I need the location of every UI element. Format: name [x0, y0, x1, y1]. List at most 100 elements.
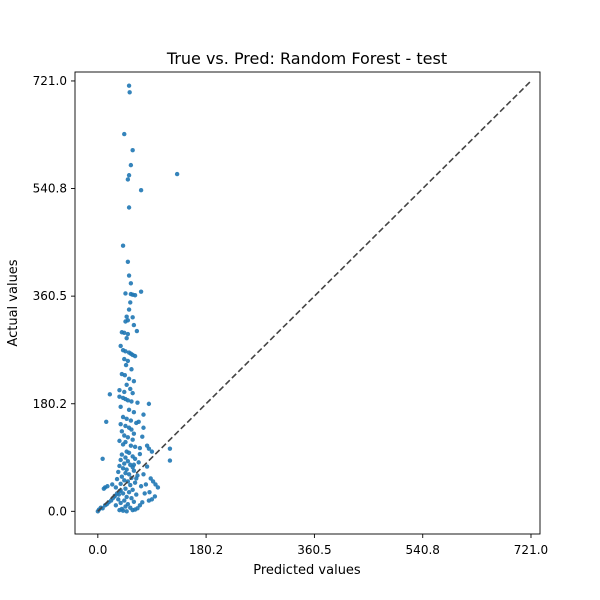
data-point — [125, 398, 131, 403]
data-point — [124, 509, 129, 514]
data-point — [131, 462, 137, 467]
data-point — [138, 289, 144, 294]
data-point — [130, 315, 135, 320]
data-point — [119, 452, 125, 457]
data-point — [122, 461, 127, 466]
data-point — [132, 353, 138, 359]
data-point — [140, 500, 145, 505]
data-point — [123, 423, 128, 429]
data-point — [138, 187, 144, 193]
data-point — [152, 494, 158, 499]
y-tick-label: 360.5 — [33, 289, 67, 303]
data-point — [146, 498, 152, 503]
data-point — [123, 319, 128, 324]
data-point — [141, 472, 146, 477]
data-point — [144, 464, 150, 469]
data-point — [116, 469, 121, 475]
data-point — [118, 404, 123, 410]
data-point — [155, 485, 161, 490]
data-point — [137, 451, 143, 457]
data-point — [131, 378, 137, 384]
data-point — [143, 482, 149, 487]
data-point — [132, 293, 138, 298]
x-tick-label: 0.0 — [88, 543, 107, 557]
data-point — [122, 330, 127, 336]
data-point — [132, 456, 138, 461]
y-tick-label: 180.2 — [33, 397, 67, 411]
data-point — [134, 492, 139, 497]
data-point — [131, 322, 137, 328]
data-point — [124, 336, 129, 341]
data-point — [122, 131, 127, 137]
data-point — [126, 407, 132, 413]
data-point — [126, 376, 132, 382]
data-point — [128, 443, 134, 448]
data-point — [131, 431, 137, 436]
data-point — [137, 445, 143, 451]
data-point — [135, 400, 140, 405]
plot-area — [95, 80, 532, 514]
data-point — [126, 307, 132, 312]
reference-line — [97, 80, 532, 512]
data-point — [118, 343, 123, 349]
data-point — [126, 83, 132, 88]
data-point — [123, 362, 129, 368]
data-point — [131, 410, 137, 415]
data-point — [122, 389, 127, 395]
data-point — [140, 434, 145, 439]
data-point — [118, 421, 123, 427]
data-point — [107, 392, 113, 397]
data-point — [134, 328, 140, 334]
data-point — [138, 484, 144, 489]
data-point — [153, 482, 158, 487]
data-point — [128, 482, 133, 488]
data-point — [123, 291, 128, 296]
data-point — [131, 499, 137, 504]
data-point — [113, 503, 119, 508]
data-point — [129, 495, 134, 501]
data-point — [150, 479, 156, 484]
axes: 0.0 180.2 360.5 540.8 721.0 0.0 180.2 360.5 540.… — [33, 71, 548, 557]
data-point — [118, 500, 123, 506]
data-point — [100, 456, 105, 461]
data-point — [148, 476, 153, 481]
data-point — [126, 205, 132, 210]
data-point — [119, 429, 125, 434]
data-point — [129, 399, 134, 404]
data-point — [119, 474, 125, 479]
data-point — [122, 356, 127, 362]
data-point — [128, 300, 133, 305]
data-point — [125, 358, 131, 364]
y-tick-label: 540.8 — [33, 182, 67, 196]
data-point — [127, 90, 132, 95]
data-point — [118, 457, 123, 463]
data-point — [136, 460, 141, 465]
data-point — [124, 416, 129, 421]
data-point — [134, 476, 139, 481]
data-point — [120, 491, 126, 496]
data-point — [117, 394, 122, 399]
data-point — [129, 367, 134, 372]
data-point — [123, 470, 128, 476]
data-point — [132, 480, 138, 485]
data-point — [120, 414, 126, 420]
data-point — [104, 419, 109, 424]
data-point — [128, 162, 134, 168]
x-tick-label: 540.8 — [406, 543, 440, 557]
data-point — [126, 450, 132, 456]
data-point — [141, 412, 146, 417]
data-point — [123, 455, 128, 460]
data-point — [125, 259, 131, 265]
data-point — [120, 508, 126, 513]
data-point — [122, 373, 128, 378]
data-point — [124, 314, 129, 319]
data-point — [122, 478, 127, 483]
data-point — [123, 486, 128, 491]
data-point — [120, 466, 126, 471]
data-point — [144, 443, 150, 448]
data-point — [126, 490, 132, 495]
data-point — [117, 387, 122, 393]
data-point — [122, 498, 127, 503]
